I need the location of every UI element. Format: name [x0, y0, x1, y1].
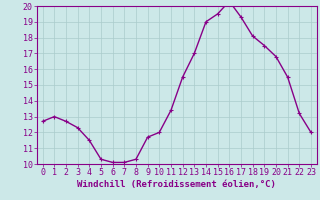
- X-axis label: Windchill (Refroidissement éolien,°C): Windchill (Refroidissement éolien,°C): [77, 180, 276, 189]
